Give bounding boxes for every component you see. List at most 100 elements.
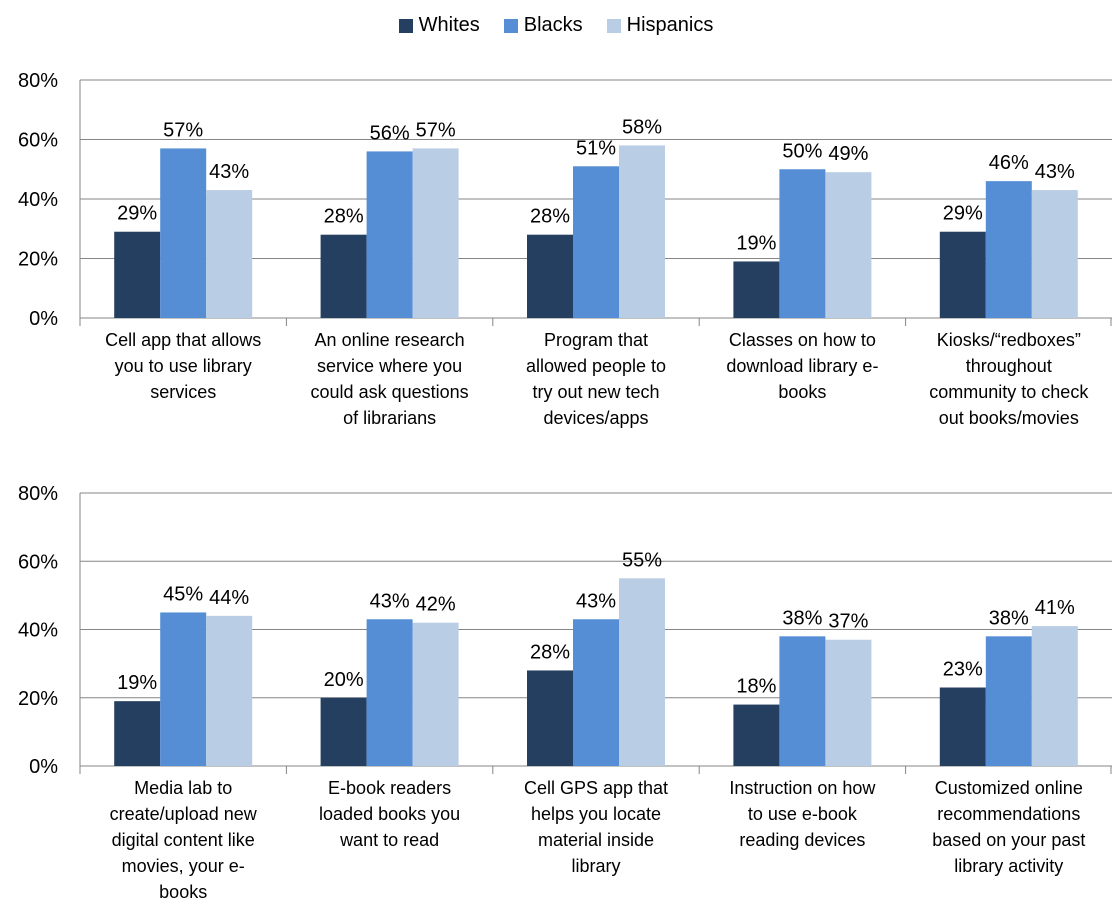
category-label: of librarians <box>343 408 436 428</box>
category-label: Cell app that allows <box>105 330 261 350</box>
category-label: Kiosks/“redboxes” <box>937 330 1081 350</box>
category-label: want to read <box>339 830 439 850</box>
category-label: movies, your e- <box>122 856 245 876</box>
data-label: 45% <box>163 583 203 605</box>
category-label: An online research <box>315 330 465 350</box>
data-label: 57% <box>416 119 456 141</box>
category-label: could ask questions <box>311 382 469 402</box>
y-tick-label: 80% <box>18 483 58 505</box>
y-tick-label: 20% <box>18 249 58 271</box>
data-label: 41% <box>1035 597 1075 619</box>
bar-whites <box>939 231 986 318</box>
bar-blacks <box>366 619 413 766</box>
data-label: 29% <box>117 203 157 225</box>
legend-swatch-whites <box>398 18 413 33</box>
data-label: 43% <box>1035 161 1075 183</box>
y-tick-label: 0% <box>29 756 58 778</box>
data-label: 37% <box>828 611 868 633</box>
bar-whites <box>527 234 573 318</box>
bar-blacks <box>366 151 413 318</box>
data-label: 38% <box>782 607 822 629</box>
data-label: 42% <box>416 594 456 616</box>
legend-label-whites: Whites <box>418 14 480 36</box>
category-label: reading devices <box>739 830 865 850</box>
bar-hispanics <box>1031 190 1078 318</box>
category-label: Program that <box>544 330 648 350</box>
category-label: Classes on how to <box>729 330 876 350</box>
data-label: 50% <box>782 140 822 162</box>
data-label: 51% <box>576 137 616 159</box>
data-label: 38% <box>989 607 1029 629</box>
data-label: 44% <box>209 587 249 609</box>
category-label: recommendations <box>937 804 1080 824</box>
bar-blacks <box>985 181 1032 318</box>
category-label: books <box>159 882 207 902</box>
legend-label-hispanics: Hispanics <box>626 14 714 36</box>
bar-whites <box>527 670 573 766</box>
bar-blacks <box>985 636 1032 766</box>
data-label: 19% <box>117 672 157 694</box>
bar-hispanics <box>412 622 459 766</box>
category-label: helps you locate <box>531 804 661 824</box>
legend: Whites Blacks Hispanics <box>0 14 1112 37</box>
bar-hispanics <box>825 639 872 766</box>
bar-blacks <box>779 636 826 766</box>
category-label: books <box>778 382 826 402</box>
data-label: 28% <box>324 206 364 228</box>
y-tick-label: 60% <box>18 130 58 152</box>
y-tick-label: 40% <box>18 620 58 642</box>
data-label: 49% <box>828 143 868 165</box>
bar-blacks <box>779 169 826 318</box>
data-label: 29% <box>943 203 983 225</box>
bar-blacks <box>573 166 619 318</box>
data-label: 57% <box>163 119 203 141</box>
data-label: 28% <box>530 641 570 663</box>
bar-whites <box>114 701 161 766</box>
category-label: Cell GPS app that <box>524 778 668 798</box>
data-label: 19% <box>736 232 776 254</box>
bar-hispanics <box>619 145 665 318</box>
category-label: E-book readers <box>328 778 451 798</box>
legend-item-hispanics: Hispanics <box>606 14 714 37</box>
bar-hispanics <box>206 615 253 766</box>
data-label: 56% <box>370 122 410 144</box>
y-tick-label: 60% <box>18 551 58 573</box>
category-label: try out new tech <box>532 382 659 402</box>
category-label: out books/movies <box>939 408 1079 428</box>
bar-hispanics <box>412 148 459 318</box>
bar-blacks <box>573 619 619 766</box>
data-label: 43% <box>576 590 616 612</box>
category-label: material inside <box>538 830 654 850</box>
category-label: Customized online <box>935 778 1083 798</box>
bar-hispanics <box>206 190 253 318</box>
bar-whites <box>733 261 780 318</box>
data-label: 43% <box>370 590 410 612</box>
data-label: 20% <box>324 669 364 691</box>
bar-whites <box>733 704 780 766</box>
bar-whites <box>320 234 367 318</box>
y-tick-label: 20% <box>18 688 58 710</box>
category-label: create/upload new <box>110 804 258 824</box>
data-label: 58% <box>622 116 662 138</box>
bar-whites <box>114 231 161 318</box>
legend-label-blacks: Blacks <box>523 14 583 36</box>
bar-hispanics <box>619 578 665 766</box>
bar-blacks <box>160 148 207 318</box>
legend-item-blacks: Blacks <box>503 14 583 37</box>
category-label: library <box>571 856 620 876</box>
category-label: download library e- <box>726 356 878 376</box>
category-label: throughout <box>966 356 1052 376</box>
bar-whites <box>939 687 986 766</box>
category-label: community to check <box>929 382 1089 402</box>
category-label: services <box>150 382 216 402</box>
bar-whites <box>320 697 367 766</box>
category-label: service where you <box>317 356 462 376</box>
legend-item-whites: Whites <box>398 14 480 37</box>
category-label: Instruction on how <box>729 778 876 798</box>
bar-hispanics <box>1031 626 1078 766</box>
category-label: based on your past <box>932 830 1085 850</box>
data-label: 55% <box>622 549 662 571</box>
data-label: 18% <box>736 676 776 698</box>
y-tick-label: 80% <box>18 70 58 92</box>
